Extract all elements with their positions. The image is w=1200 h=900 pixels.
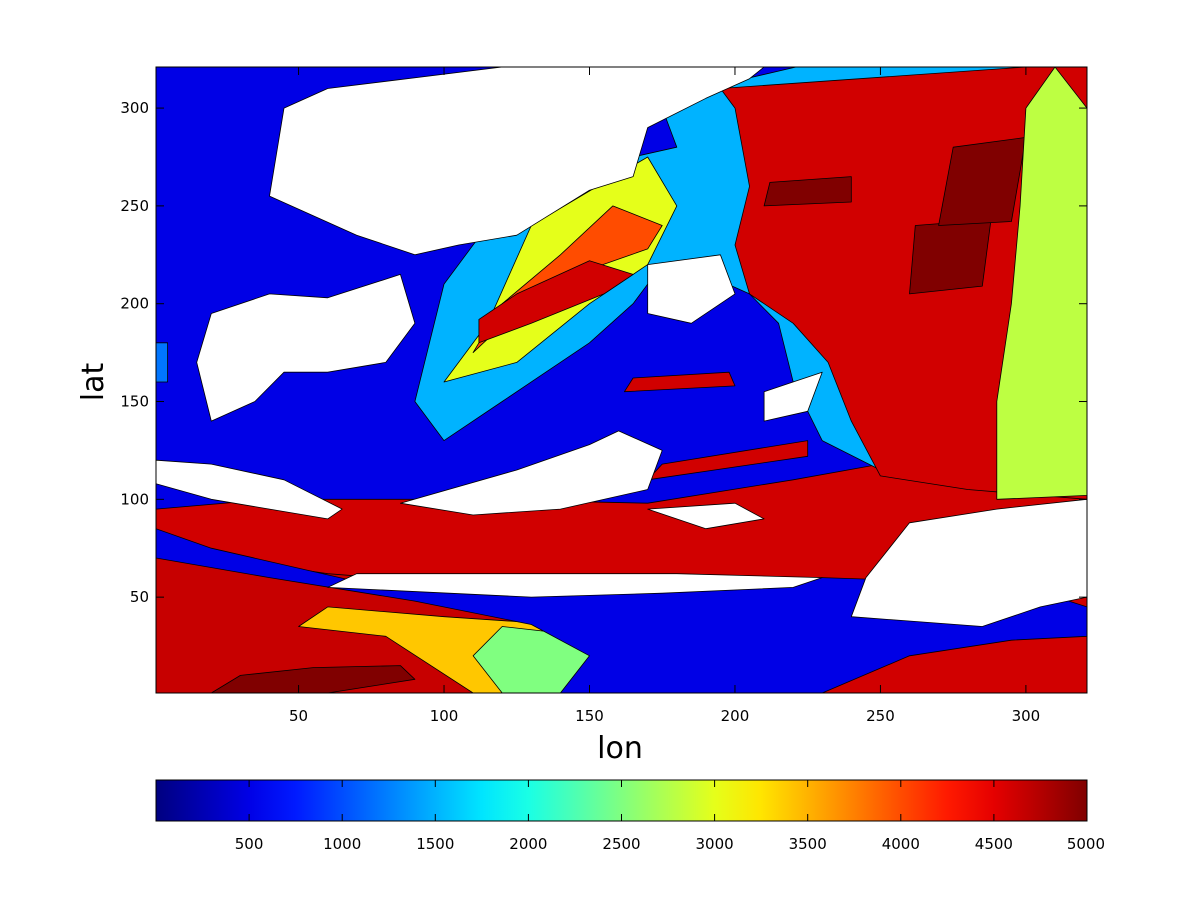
x-tick-label: 300 bbox=[1012, 707, 1041, 725]
y-tick-label: 100 bbox=[120, 490, 149, 508]
colorbar-tick-label: 5000 bbox=[1067, 835, 1105, 853]
x-axis: 50 100 150 200 250 300 bbox=[289, 67, 1040, 725]
depth-region bbox=[647, 440, 809, 481]
land-region bbox=[647, 254, 736, 324]
y-tick-label: 150 bbox=[120, 393, 149, 411]
x-tick-label: 250 bbox=[866, 707, 895, 725]
colorbar-tick-label: 4500 bbox=[975, 835, 1013, 853]
plot-area bbox=[156, 67, 1087, 693]
depth-region bbox=[478, 260, 634, 344]
y-tick-label: 300 bbox=[120, 99, 149, 117]
land-region bbox=[399, 430, 663, 516]
colorbar-tick-label: 2500 bbox=[602, 835, 640, 853]
colorbar-tick-label: 1500 bbox=[416, 835, 454, 853]
plot-frame bbox=[155, 66, 1088, 694]
land-region bbox=[156, 459, 343, 520]
x-tick-label: 50 bbox=[289, 707, 308, 725]
colorbar-tick-label: 3500 bbox=[789, 835, 827, 853]
y-axis-label: lat bbox=[76, 363, 111, 402]
x-tick-label: 200 bbox=[721, 707, 750, 725]
depth-region bbox=[156, 342, 169, 383]
y-axis: 50 100 150 200 250 300 bbox=[120, 99, 1087, 606]
depth-region bbox=[996, 67, 1087, 500]
land-region bbox=[763, 371, 823, 422]
depth-region bbox=[624, 371, 736, 393]
colorbar-ticks: 500 1000 1500 2000 2500 3000 3500 4000 4500 5000 bbox=[235, 780, 1105, 853]
colorbar-tick-label: 500 bbox=[235, 835, 264, 853]
land-region bbox=[327, 573, 823, 598]
depth-region bbox=[210, 665, 416, 693]
colorbar-tick-label: 3000 bbox=[696, 835, 734, 853]
depth-region bbox=[763, 176, 852, 207]
land-region bbox=[850, 498, 1087, 627]
y-tick-label: 200 bbox=[120, 295, 149, 313]
colorbar-tick-label: 4000 bbox=[882, 835, 920, 853]
colorbar-tick-label: 1000 bbox=[323, 835, 361, 853]
x-axis-label: lon bbox=[597, 731, 643, 766]
land-region bbox=[196, 273, 416, 422]
land-region bbox=[269, 67, 765, 256]
y-tick-label: 250 bbox=[120, 197, 149, 215]
x-tick-label: 100 bbox=[430, 707, 459, 725]
colorbar-tick-label: 2000 bbox=[509, 835, 547, 853]
y-tick-label: 50 bbox=[130, 588, 149, 606]
depth-region bbox=[909, 219, 992, 295]
x-tick-label: 150 bbox=[575, 707, 604, 725]
land-region bbox=[647, 502, 765, 530]
